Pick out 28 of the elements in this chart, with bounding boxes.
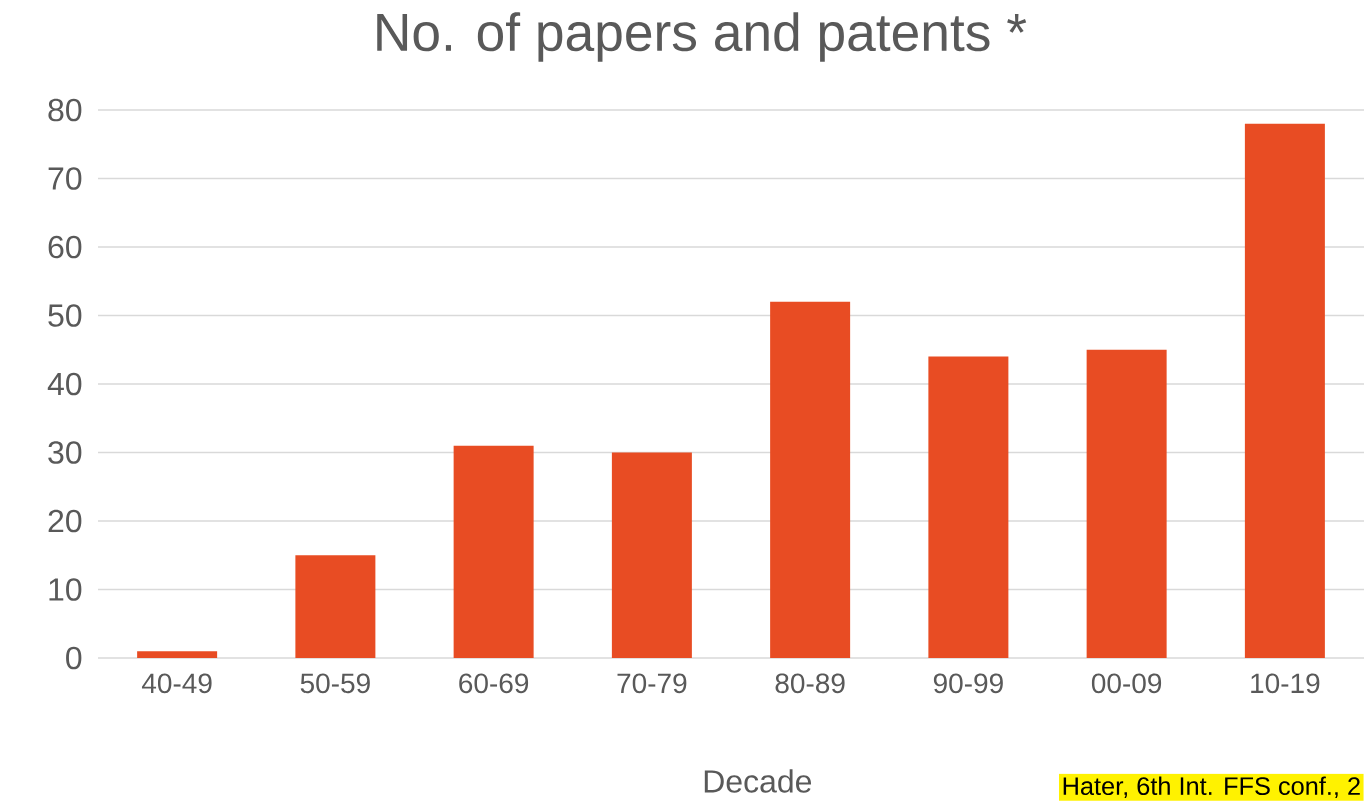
y-tick-label: 30 [48,441,82,464]
y-tick-label: 40 [47,372,82,396]
bar [137,651,218,658]
bar [770,301,851,658]
x-tick-label: 50-59 [300,673,370,694]
x-tick-label: 00-09 [1091,673,1162,694]
y-tick-label: 20 [48,509,82,533]
bar [611,452,692,658]
y-tick-label: 50 [48,304,82,327]
bar [1086,349,1167,658]
x-axis-title: Decade [704,769,812,793]
x-tick-label: 80-89 [775,673,845,694]
bar [295,555,376,658]
x-tick-label: 60-69 [459,673,529,694]
y-tick-label: 70 [48,167,82,190]
x-tick-label: 40-49 [141,673,212,694]
x-tick-label: 70-79 [617,673,687,694]
bar [1244,123,1325,658]
text: Hater, 6th Int. FFS conf., 2 [1063,776,1360,799]
x-tick-label: 10-19 [1251,673,1320,694]
chart-title: No. of papers and patents * [377,12,1027,62]
x-tick-label: 90-99 [933,673,1003,694]
y-tick-label: 60 [48,235,82,259]
bar [453,445,534,658]
y-tick-label: 80 [48,98,82,122]
y-tick-label: 0 [66,646,82,670]
bar [928,356,1009,658]
y-tick-label: 10 [49,578,82,601]
